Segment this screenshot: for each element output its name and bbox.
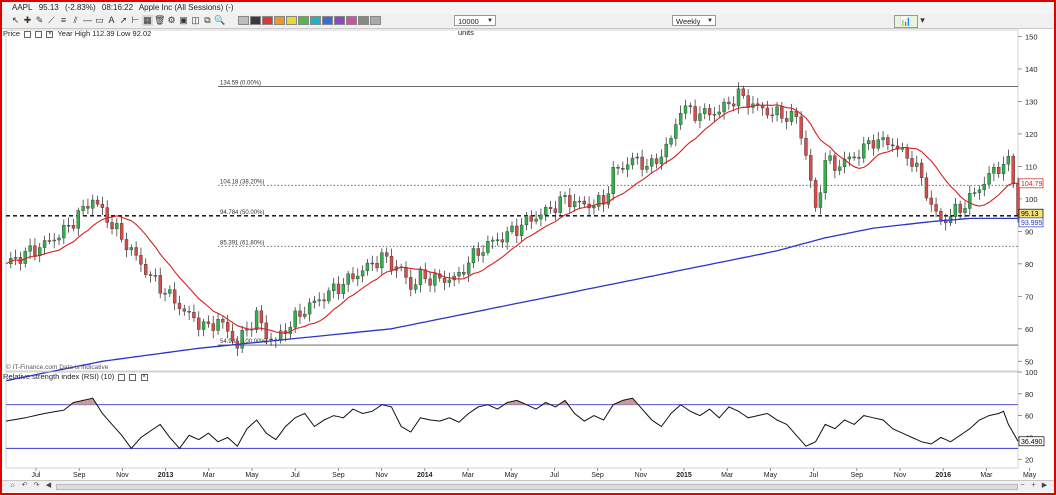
rectangle-icon[interactable]: ▭ — [95, 15, 104, 25]
color-swatch[interactable] — [286, 16, 297, 25]
color-swatch[interactable] — [334, 16, 345, 25]
horizontal-line-icon[interactable]: — — [83, 15, 92, 25]
undo-icon[interactable]: ↶ — [21, 482, 28, 489]
maximize-icon[interactable] — [118, 373, 126, 381]
zoom-out-icon[interactable]: − — [1020, 482, 1025, 489]
chart-type-icon[interactable]: 📊 — [894, 15, 918, 28]
crosshair-icon[interactable]: ✚ — [23, 15, 32, 25]
scroll-right-icon[interactable]: ▶ — [1041, 482, 1048, 489]
rsi-panel-label: Relative strength index (RSI) (10) — [3, 372, 115, 381]
trendline-icon[interactable]: ⟋ — [48, 15, 55, 25]
maximize-icon[interactable] — [24, 30, 32, 38]
status-bar: ⌂ ↶ ↷ ◀ − + ▶ — [2, 480, 1054, 492]
color-swatch[interactable] — [346, 16, 357, 25]
settings-icon[interactable] — [129, 373, 137, 381]
price-panel-label: Price — [3, 29, 21, 38]
change-label: (-2.83%) — [64, 3, 96, 12]
arrow-icon[interactable]: ➚ — [119, 15, 128, 25]
interval-value: Weekly — [676, 17, 701, 26]
units-dropdown[interactable]: 10000 units ▼ — [454, 15, 496, 37]
channel-icon[interactable]: ⫽ — [73, 15, 78, 25]
chevron-down-icon: ▼ — [707, 18, 713, 24]
fibonacci-icon[interactable]: ≡ — [60, 15, 67, 25]
home-icon[interactable]: ⌂ — [10, 482, 15, 489]
color-swatch[interactable] — [250, 16, 261, 25]
rsi-panel-header: Relative strength index (RSI) (10) × — [3, 372, 148, 382]
ruler-icon[interactable]: ⊢ — [131, 15, 140, 25]
close-icon[interactable]: × — [46, 30, 54, 38]
color-swatch[interactable] — [322, 16, 333, 25]
instrument-label: Apple Inc (All Sessions) (-) — [138, 3, 234, 12]
close-icon[interactable]: × — [140, 373, 148, 381]
price-label: 95.13 — [38, 3, 59, 12]
cursor-icon[interactable]: ↖ — [11, 15, 20, 25]
redo-icon[interactable]: ↷ — [33, 482, 40, 489]
price-panel-header: Price × Year High 112.39 Low 92.02 — [3, 29, 151, 39]
copy-icon[interactable]: ⧉ — [204, 15, 211, 25]
restore-icon[interactable] — [35, 30, 43, 38]
zoom-icon[interactable]: 🔍 — [214, 15, 226, 25]
year-stats: Year High 112.39 Low 92.02 — [57, 29, 152, 38]
chevron-down-icon: ▼ — [487, 18, 493, 24]
color-swatch[interactable] — [262, 16, 273, 25]
color-swatch[interactable] — [310, 16, 321, 25]
toolbar: ↖ ✚ ✎ ⟋ ≡ ⫽ — ▭ A ➚ ⊢ ▦ 🗑 ⚙ ▣ ◫ ⧉ 🔍 1000… — [2, 14, 1054, 37]
chevron-down-icon[interactable]: ▾ — [920, 15, 925, 25]
title-bar: AAPL 95.13 (-2.83%) 08:16:22 Apple Inc (… — [2, 2, 1054, 14]
zoom-in-icon[interactable]: + — [1031, 482, 1036, 489]
settings-icon[interactable]: ⚙ — [167, 15, 176, 25]
color-swatch[interactable] — [370, 16, 381, 25]
time-scrollbar[interactable] — [56, 484, 1018, 490]
symbol-label: AAPL — [12, 3, 33, 12]
trash-icon[interactable]: 🗑 — [154, 15, 166, 25]
grid-icon[interactable]: ▦ — [142, 15, 153, 26]
color-swatch[interactable] — [358, 16, 369, 25]
pencil-icon[interactable]: ✎ — [35, 15, 44, 25]
interval-dropdown[interactable]: Weekly ▼ — [672, 15, 716, 26]
color-swatch[interactable] — [274, 16, 285, 25]
scroll-left-icon[interactable]: ◀ — [45, 482, 52, 489]
layers-icon[interactable]: ◫ — [191, 15, 200, 25]
lock-icon[interactable]: ▣ — [179, 15, 188, 25]
time-label: 08:16:22 — [101, 3, 134, 12]
text-icon[interactable]: A — [108, 15, 115, 25]
color-swatch[interactable] — [238, 16, 249, 25]
color-swatch[interactable] — [298, 16, 309, 25]
